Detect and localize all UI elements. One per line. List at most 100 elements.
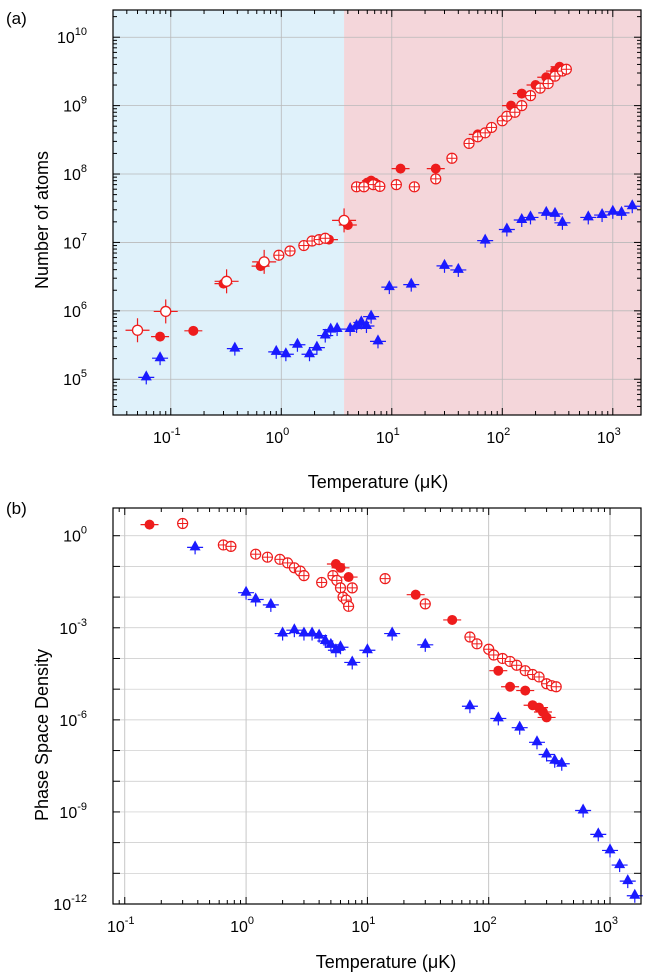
panel-a-label: (a) bbox=[6, 9, 27, 28]
data-point-triangle-up bbox=[553, 756, 570, 771]
data-point-triangle-up bbox=[277, 347, 294, 362]
data-point-crossed-circle bbox=[284, 245, 296, 257]
data-point-triangle-up bbox=[308, 340, 325, 355]
data-point-triangle-up bbox=[490, 711, 507, 726]
panel-a-data bbox=[125, 61, 641, 385]
data-point-open-circle bbox=[332, 208, 357, 233]
y-tick-label: 107 bbox=[63, 231, 87, 252]
data-point-open-circle bbox=[214, 269, 239, 294]
data-point-crossed-circle bbox=[319, 232, 331, 244]
data-point-crossed-circle bbox=[419, 598, 431, 610]
panel-b-data bbox=[140, 517, 643, 903]
data-point-triangle-up bbox=[450, 262, 467, 277]
data-point-filled-circle bbox=[489, 665, 508, 676]
y-tick-label: 10-12 bbox=[53, 893, 87, 914]
panel-a-y-axis-label: Number of atoms bbox=[32, 151, 52, 289]
shaded-region-1 bbox=[113, 10, 345, 415]
panel-b-x-axis-label: Temperature (μK) bbox=[316, 952, 456, 972]
data-point-triangle-up bbox=[342, 322, 359, 337]
data-point-crossed-circle bbox=[550, 681, 562, 693]
data-point-triangle-up bbox=[332, 640, 349, 655]
data-point-crossed-circle bbox=[343, 600, 355, 612]
data-point-crossed-circle bbox=[463, 137, 475, 150]
y-tick-label: 108 bbox=[63, 163, 87, 184]
data-point-triangle-up bbox=[417, 637, 434, 652]
panel-a-ticks bbox=[112, 10, 641, 416]
data-point-crossed-circle bbox=[533, 671, 545, 683]
data-point-triangle-up bbox=[575, 803, 592, 818]
y-tick-label: 106 bbox=[63, 300, 87, 321]
panel-a-x-tick-labels: 10-1 100 101 102 103 bbox=[153, 426, 621, 447]
data-point-triangle-up bbox=[344, 655, 361, 670]
data-point-crossed-circle bbox=[374, 180, 386, 192]
data-point-crossed-circle bbox=[524, 90, 537, 102]
data-point-triangle-up bbox=[226, 341, 243, 356]
data-point-triangle-up bbox=[511, 720, 528, 735]
y-tick-label: 10-6 bbox=[59, 709, 87, 730]
data-point-triangle-up bbox=[522, 210, 539, 225]
panel-a-x-axis-label: Temperature (μK) bbox=[308, 472, 448, 492]
y-tick-label: 1010 bbox=[57, 26, 87, 47]
data-point-crossed-circle bbox=[485, 121, 498, 134]
panel-a-grid bbox=[113, 10, 641, 415]
data-point-crossed-circle bbox=[446, 152, 458, 164]
data-point-crossed-circle bbox=[346, 582, 358, 594]
data-point-crossed-circle bbox=[316, 576, 328, 589]
data-point-triangle-up bbox=[358, 319, 375, 334]
data-point-filled-circle bbox=[443, 614, 462, 625]
y-tick-label: 10-3 bbox=[59, 617, 87, 638]
y-tick-label: 100 bbox=[63, 525, 87, 546]
data-point-filled-circle bbox=[501, 681, 520, 692]
data-point-crossed-circle bbox=[379, 573, 391, 585]
data-point-crossed-circle bbox=[464, 631, 476, 643]
data-point-triangle-up bbox=[613, 205, 630, 220]
data-point-crossed-circle bbox=[390, 179, 402, 191]
data-point-triangle-up bbox=[594, 208, 611, 223]
x-tick-label: 103 bbox=[594, 915, 618, 936]
data-point-triangle-up bbox=[363, 309, 380, 324]
data-point-triangle-up bbox=[262, 597, 279, 612]
data-point-triangle-up bbox=[381, 280, 398, 295]
data-point-filled-circle bbox=[516, 685, 535, 696]
data-point-triangle-up bbox=[528, 735, 545, 750]
panel-b-y-axis-label: Phase Space Density bbox=[32, 649, 52, 821]
data-point-crossed-circle bbox=[225, 540, 237, 552]
panel-a-background bbox=[113, 10, 641, 415]
panel-a-y-tick-labels: 105 106 107 108 109 1010 bbox=[57, 26, 87, 389]
panel-b-y-tick-labels: 100 10-3 10-6 10-9 10-12 bbox=[53, 525, 87, 914]
y-tick-label: 109 bbox=[63, 95, 87, 116]
data-point-open-circle bbox=[252, 249, 277, 274]
data-point-crossed-circle bbox=[516, 100, 528, 112]
x-tick-label: 103 bbox=[597, 426, 621, 447]
x-tick-label: 10-1 bbox=[107, 915, 135, 936]
data-point-crossed-circle bbox=[560, 63, 572, 75]
data-point-triangle-up bbox=[384, 626, 401, 641]
data-point-filled-circle bbox=[184, 325, 203, 336]
data-point-triangle-up bbox=[580, 210, 597, 225]
data-point-triangle-up bbox=[369, 334, 386, 349]
data-point-filled-circle bbox=[537, 712, 556, 723]
shaded-region-2 bbox=[344, 10, 641, 415]
data-point-crossed-circle bbox=[298, 239, 310, 252]
data-point-filled-circle bbox=[406, 589, 425, 600]
data-point-triangle-up bbox=[359, 643, 376, 658]
data-point-triangle-up bbox=[611, 858, 628, 873]
data-point-open-circle bbox=[153, 299, 178, 324]
data-point-triangle-up bbox=[498, 222, 515, 237]
data-point-crossed-circle bbox=[408, 181, 420, 193]
data-point-triangle-up bbox=[477, 233, 494, 248]
data-point-triangle-up bbox=[289, 337, 306, 352]
data-point-crossed-circle bbox=[298, 570, 310, 582]
data-point-triangle-up bbox=[138, 370, 155, 385]
data-point-triangle-up bbox=[403, 277, 420, 292]
data-point-crossed-circle bbox=[177, 517, 189, 530]
data-point-triangle-up bbox=[187, 540, 204, 555]
x-tick-label: 100 bbox=[265, 426, 289, 447]
data-point-triangle-up bbox=[247, 592, 264, 607]
data-point-triangle-up bbox=[602, 843, 619, 858]
data-point-crossed-circle bbox=[334, 582, 347, 594]
data-point-crossed-circle bbox=[261, 551, 274, 563]
panel-a-frame bbox=[112, 9, 642, 416]
data-point-triangle-up bbox=[238, 585, 255, 600]
